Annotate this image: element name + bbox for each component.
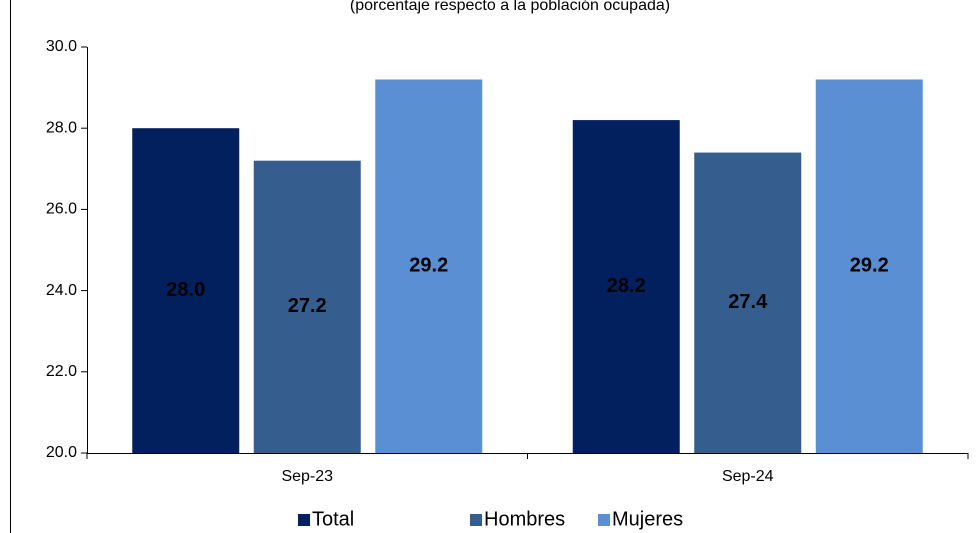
bar — [572, 120, 680, 453]
bar — [815, 79, 923, 453]
bar — [375, 79, 483, 453]
legend-label: Total — [312, 508, 354, 530]
bar — [694, 152, 802, 453]
legend-label: Mujeres — [612, 508, 683, 530]
y-tick-label: 20.0 — [46, 444, 77, 461]
x-tick-label: Sep-23 — [281, 468, 333, 485]
y-tick-label: 24.0 — [46, 282, 77, 299]
data-label: 28.0 — [166, 279, 205, 301]
legend-swatch — [470, 514, 482, 526]
bar — [253, 160, 361, 453]
x-tick-label: Sep-24 — [722, 468, 774, 485]
y-tick-label: 22.0 — [46, 363, 77, 380]
legend-label: Hombres — [484, 508, 565, 530]
data-label: 27.4 — [728, 291, 768, 313]
data-label: 29.2 — [409, 255, 448, 277]
data-label: 29.2 — [850, 255, 889, 277]
legend-swatch — [298, 514, 310, 526]
y-tick-label: 30.0 — [46, 38, 77, 55]
bar — [132, 128, 240, 453]
legend-swatch — [598, 514, 610, 526]
y-tick-label: 28.0 — [46, 119, 77, 136]
data-label: 28.2 — [607, 275, 646, 297]
chart-subtitle: (porcentaje respecto a la población ocup… — [350, 0, 670, 14]
y-tick-label: 26.0 — [46, 201, 77, 218]
data-label: 27.2 — [288, 295, 327, 317]
